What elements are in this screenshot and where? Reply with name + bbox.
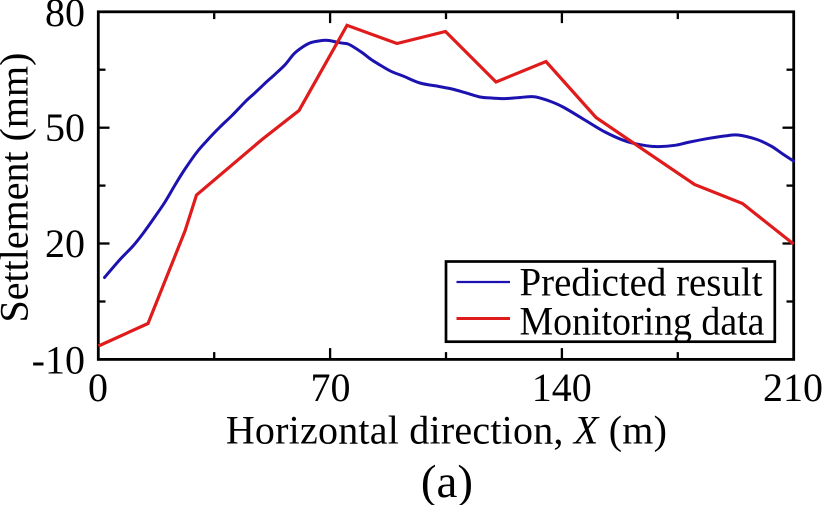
svg-text:210: 210 <box>763 365 822 410</box>
svg-text:70: 70 <box>311 365 351 410</box>
svg-text:Monitoring data: Monitoring data <box>520 299 765 344</box>
svg-text:-10: -10 <box>32 337 85 382</box>
svg-text:Predicted result: Predicted result <box>520 259 763 304</box>
svg-text:140: 140 <box>532 365 592 410</box>
svg-text:Settlement (mm): Settlement (mm) <box>0 53 37 323</box>
svg-text:Horizontal direction, X (m): Horizontal direction, X (m) <box>226 408 667 453</box>
svg-text:50: 50 <box>45 105 85 150</box>
svg-text:80: 80 <box>45 0 85 35</box>
svg-text:0: 0 <box>88 365 108 410</box>
svg-text:20: 20 <box>45 221 85 266</box>
svg-text:(a): (a) <box>421 456 473 505</box>
